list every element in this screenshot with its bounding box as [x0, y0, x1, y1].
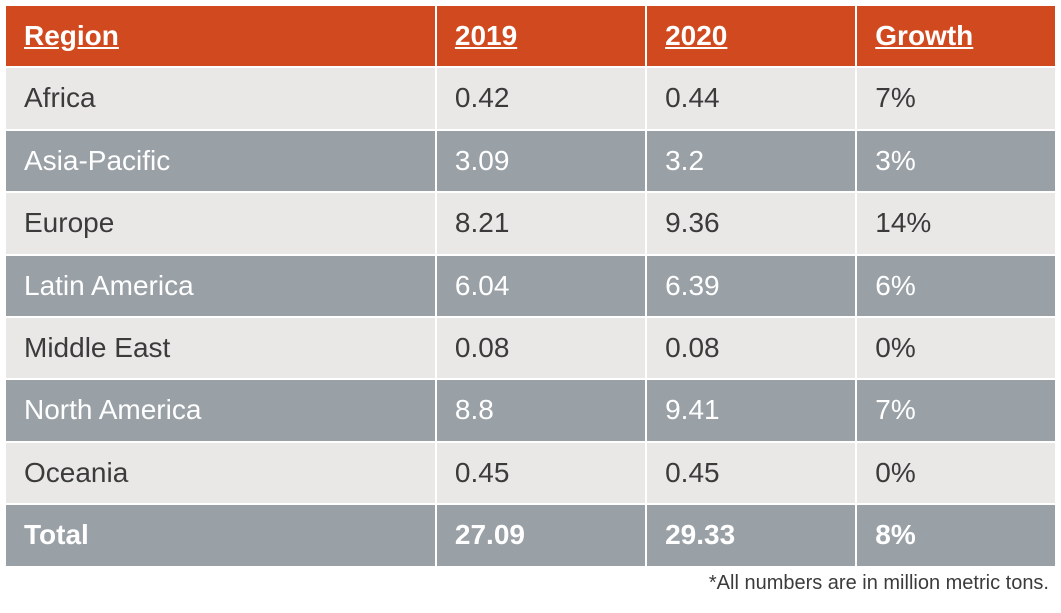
cell-2019: 8.8 — [436, 379, 646, 441]
cell-2019: 8.21 — [436, 192, 646, 254]
cell-2020: 9.41 — [646, 379, 856, 441]
table-row: North America 8.8 9.41 7% — [5, 379, 1056, 441]
cell-region: Oceania — [5, 442, 436, 504]
cell-growth-total: 8% — [856, 504, 1056, 566]
cell-region-total: Total — [5, 504, 436, 566]
cell-2019: 3.09 — [436, 130, 646, 192]
cell-region: Middle East — [5, 317, 436, 379]
cell-2019: 0.08 — [436, 317, 646, 379]
table-row: Middle East 0.08 0.08 0% — [5, 317, 1056, 379]
cell-2020: 0.08 — [646, 317, 856, 379]
table-row: Africa 0.42 0.44 7% — [5, 67, 1056, 129]
cell-growth: 3% — [856, 130, 1056, 192]
cell-2019-total: 27.09 — [436, 504, 646, 566]
cell-growth: 0% — [856, 317, 1056, 379]
cell-2020: 9.36 — [646, 192, 856, 254]
cell-region: Latin America — [5, 255, 436, 317]
cell-region: Africa — [5, 67, 436, 129]
col-growth: Growth — [856, 5, 1056, 67]
col-region: Region — [5, 5, 436, 67]
cell-2020: 6.39 — [646, 255, 856, 317]
footnote: *All numbers are in million metric tons. — [4, 572, 1057, 595]
cell-2019: 0.45 — [436, 442, 646, 504]
cell-2020-total: 29.33 — [646, 504, 856, 566]
cell-2019: 6.04 — [436, 255, 646, 317]
col-2020: 2020 — [646, 5, 856, 67]
cell-growth: 7% — [856, 379, 1056, 441]
cell-growth: 7% — [856, 67, 1056, 129]
table-row: Oceania 0.45 0.45 0% — [5, 442, 1056, 504]
col-2019: 2019 — [436, 5, 646, 67]
cell-2020: 0.45 — [646, 442, 856, 504]
cell-growth: 6% — [856, 255, 1056, 317]
cell-2020: 0.44 — [646, 67, 856, 129]
table-row-total: Total 27.09 29.33 8% — [5, 504, 1056, 566]
table-container: Region 2019 2020 Growth Africa 0.42 0.44… — [4, 4, 1057, 595]
cell-2019: 0.42 — [436, 67, 646, 129]
table-row: Latin America 6.04 6.39 6% — [5, 255, 1056, 317]
table-header-row: Region 2019 2020 Growth — [5, 5, 1056, 67]
table-row: Europe 8.21 9.36 14% — [5, 192, 1056, 254]
cell-region: North America — [5, 379, 436, 441]
cell-growth: 14% — [856, 192, 1056, 254]
table-row: Asia-Pacific 3.09 3.2 3% — [5, 130, 1056, 192]
cell-growth: 0% — [856, 442, 1056, 504]
cell-2020: 3.2 — [646, 130, 856, 192]
region-growth-table: Region 2019 2020 Growth Africa 0.42 0.44… — [4, 4, 1057, 568]
cell-region: Europe — [5, 192, 436, 254]
cell-region: Asia-Pacific — [5, 130, 436, 192]
